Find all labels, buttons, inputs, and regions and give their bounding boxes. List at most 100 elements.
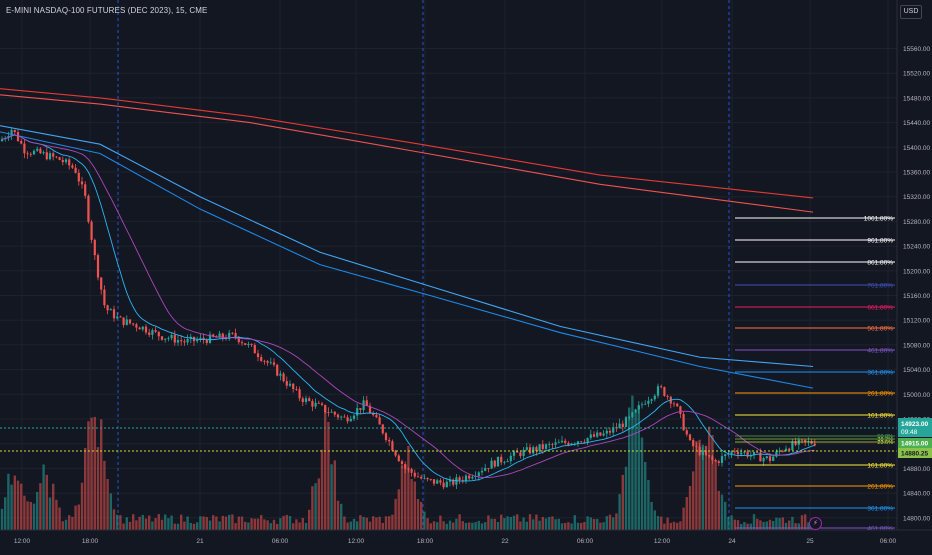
candle (231, 332, 234, 334)
candle (458, 477, 461, 481)
candle (429, 479, 432, 480)
volume-bar (541, 516, 544, 530)
volume-bar (423, 511, 426, 530)
candle (528, 447, 532, 454)
candle (247, 343, 250, 345)
candle (103, 289, 106, 306)
time-axis[interactable] (0, 530, 932, 550)
volume-bar (484, 522, 487, 530)
candle (308, 398, 311, 401)
volume-bar (224, 516, 228, 530)
candle (250, 343, 253, 345)
candle (586, 437, 589, 443)
candle (202, 337, 205, 340)
candle (480, 470, 484, 473)
candle (112, 309, 116, 319)
candle (647, 400, 650, 404)
volume-bar (164, 514, 167, 530)
volume-bar (64, 519, 68, 530)
price-tick-label: 15240.00 (903, 244, 930, 251)
candle (77, 172, 80, 182)
candle (36, 148, 39, 151)
candle (672, 403, 676, 405)
volume-bar (548, 517, 551, 530)
candle (605, 430, 608, 434)
candle (496, 456, 500, 467)
candle (660, 386, 663, 388)
price-axis[interactable] (897, 0, 932, 550)
volume-bar (804, 514, 807, 530)
lightning-icon[interactable]: ⚡ (809, 517, 822, 530)
volume-bar (570, 523, 573, 530)
volume-bar (141, 514, 144, 530)
volume-bar (788, 520, 791, 530)
candle (500, 456, 503, 463)
candle (378, 417, 381, 425)
volume-bar (186, 516, 189, 530)
fib-level-label: 461.80% (867, 348, 893, 355)
volume-bar (496, 521, 500, 530)
volume-bar (682, 507, 685, 530)
candle (352, 415, 356, 419)
candle (375, 415, 378, 418)
volume-bar (608, 514, 612, 530)
volume-bar (16, 480, 20, 530)
volume-bar (746, 523, 749, 530)
volume-bar (45, 474, 48, 530)
candle (397, 455, 400, 462)
candle (733, 451, 736, 453)
volume-bar (330, 464, 333, 530)
candle (432, 479, 436, 484)
candle (368, 405, 372, 413)
volume-bar (362, 516, 365, 530)
volume-bar (720, 494, 724, 530)
volume-bar (592, 519, 596, 530)
volume-bar (621, 474, 624, 530)
volume-bar (61, 521, 64, 530)
moving-average-fast (1, 134, 815, 482)
candle (16, 132, 20, 142)
volume-bar (743, 522, 746, 530)
volume-bar (672, 521, 676, 530)
price-tick-label: 14880.00 (903, 466, 930, 473)
volume-bar (599, 522, 602, 530)
candle (128, 319, 132, 324)
volume-bar (180, 514, 183, 530)
volume-bar (583, 521, 586, 530)
candle (618, 423, 621, 429)
candle (736, 451, 740, 455)
candle (567, 442, 570, 446)
volume-bar (32, 503, 36, 530)
candle (285, 381, 288, 386)
candle (461, 480, 464, 481)
candle (244, 343, 247, 345)
volume-bar (756, 518, 759, 530)
candle (228, 332, 231, 340)
bar-countdown: 09:48 (901, 429, 918, 436)
price-tick-label: 15400.00 (903, 145, 930, 152)
volume-bar (388, 516, 391, 530)
volume-bar (240, 516, 244, 530)
candle (234, 333, 237, 337)
volume-bar (308, 509, 311, 530)
candle (52, 153, 55, 157)
volume-bar (42, 464, 45, 530)
volume-bar (372, 516, 375, 530)
candle (122, 317, 125, 325)
volume-bar (100, 419, 103, 530)
volume-bar (797, 523, 800, 530)
candle (525, 447, 528, 450)
currency-button[interactable]: USD (900, 5, 922, 19)
candle (215, 336, 218, 338)
price-tick-label: 15000.00 (903, 392, 930, 399)
candle (256, 353, 260, 358)
candle (144, 326, 148, 333)
candle (74, 167, 77, 173)
fib-level-label: 361.80% (867, 506, 893, 513)
moving-average-blue-2 (0, 131, 814, 389)
candle (570, 443, 573, 446)
candle (317, 402, 320, 404)
volume-bar (544, 518, 548, 530)
